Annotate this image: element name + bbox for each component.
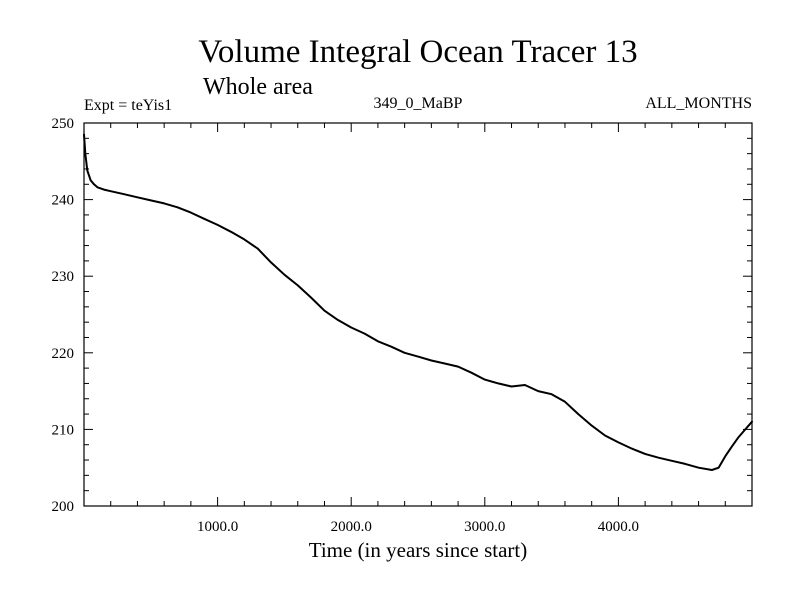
experiment-label: Expt = teYis1	[84, 97, 172, 114]
period-label: 349_0_MaBP	[374, 95, 463, 112]
y-tick-label: 250	[52, 116, 75, 132]
plot-frame	[83, 122, 753, 507]
chart-title: Volume Integral Ocean Tracer 13	[198, 34, 637, 70]
x-tick-label: 4000.0	[598, 519, 639, 535]
y-axis-ticks	[84, 137, 752, 492]
y-tick-label: 230	[52, 269, 75, 285]
chart-subtitle: Whole area	[203, 74, 313, 100]
months-label: ALL_MONTHS	[645, 95, 752, 112]
y-tick-label: 210	[52, 422, 75, 438]
y-tick-label: 200	[52, 499, 75, 515]
x-tick-label: 2000.0	[331, 519, 372, 535]
x-axis-ticks	[110, 123, 726, 506]
series-line	[83, 133, 753, 471]
y-tick-label: 220	[52, 346, 75, 362]
x-tick-label: 1000.0	[197, 519, 238, 535]
x-axis-label: Time (in years since start)	[309, 538, 528, 562]
x-tick-label: 3000.0	[464, 519, 505, 535]
y-tick-label: 240	[52, 193, 75, 209]
series-layer	[83, 133, 753, 471]
x-axis-tick-labels: 1000.0 2000.0 3000.0 4000.0	[197, 519, 639, 535]
y-axis-tick-labels: 200 210 220 230 240 250	[52, 116, 75, 515]
